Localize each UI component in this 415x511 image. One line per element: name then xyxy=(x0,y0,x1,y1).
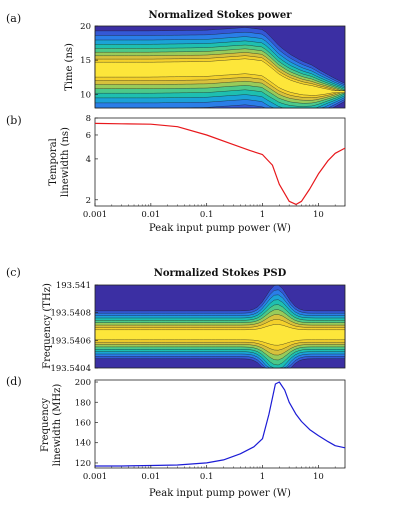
ylabel-line: Frequency xyxy=(40,398,51,452)
x-tick-label: 0.001 xyxy=(83,210,107,220)
panel-c: (c) Normalized Stokes PSD 193.5404193.54… xyxy=(6,266,346,374)
ylabel-line: Temporal xyxy=(48,138,59,186)
y-tick-label: 20 xyxy=(80,22,91,32)
panel-a-ylabel: Time (ns) xyxy=(64,43,75,91)
y-tick-label: 120 xyxy=(75,459,91,469)
panel-b-axes: 0.001 0.01 0.1 1 10 2 4 6 8 xyxy=(83,114,346,220)
x-tick-label: 0.1 xyxy=(200,472,214,482)
y-tick-label: 6 xyxy=(86,131,91,141)
y-tick-label: 193.5408 xyxy=(50,309,91,319)
y-tick-label: 200 xyxy=(75,378,91,388)
panel-b-label: (b) xyxy=(6,114,22,127)
y-tick-label: 4 xyxy=(86,155,91,165)
panel-b: (b) 0.001 0.01 0.1 1 10 2 4 6 8 Peak input pump … xyxy=(6,114,346,234)
y-tick-label: 193.5406 xyxy=(50,336,91,346)
y-tick-label: 15 xyxy=(80,56,91,66)
x-tick-label: 0.01 xyxy=(141,210,160,220)
y-tick-label: 160 xyxy=(75,418,91,428)
panel-d-xlabel: Peak input pump power (W) xyxy=(149,488,291,499)
series-line xyxy=(94,122,346,205)
panel-d-plot xyxy=(95,381,346,467)
panel-c-frame xyxy=(94,284,346,369)
y-tick-label: 8 xyxy=(86,114,91,124)
panel-c-ylabel: Frequency (THz) xyxy=(42,283,53,369)
ylabel-line: linewidth (MHz) xyxy=(52,384,63,467)
y-tick-label: 10 xyxy=(80,90,91,100)
panel-d-ylabel: Frequencylinewidth (MHz) xyxy=(40,384,63,467)
panel-b-plot xyxy=(94,122,346,205)
x-tick-label: 1 xyxy=(260,210,265,220)
y-tick-label: 180 xyxy=(75,398,91,408)
panel-c-heatmap xyxy=(94,284,346,369)
x-tick-label: 1 xyxy=(260,472,265,482)
y-tick-label: 140 xyxy=(75,439,91,449)
panel-b-xlabel: Peak input pump power (W) xyxy=(149,223,291,234)
x-tick-label: 10 xyxy=(313,472,324,482)
panel-b-frame xyxy=(94,117,346,207)
ylabel-line: linewidth (ns) xyxy=(60,127,71,197)
panel-a-title: Normalized Stokes power xyxy=(148,10,292,21)
panel-d-frame xyxy=(94,379,346,469)
panel-b-ylabel: Temporallinewidth (ns) xyxy=(48,127,71,197)
panel-a-label: (a) xyxy=(6,12,21,25)
y-tick-label: 2 xyxy=(86,196,91,206)
panel-d: (d) 0.001 0.01 0.1 1 10 120 140 160 180 200 Peak … xyxy=(6,375,346,499)
x-tick-label: 0.1 xyxy=(200,210,214,220)
panel-d-label: (d) xyxy=(6,375,22,388)
y-tick-label: 193.541 xyxy=(56,281,91,291)
x-tick-label: 0.01 xyxy=(141,472,160,482)
panel-c-label: (c) xyxy=(6,266,21,279)
x-tick-label: 10 xyxy=(313,210,324,220)
panel-a: (a) Normalized Stokes power 10 15 20 Time … xyxy=(6,10,346,109)
panel-c-title: Normalized Stokes PSD xyxy=(154,268,287,279)
panel-a-axes: 10 15 20 xyxy=(80,22,98,100)
panel-d-axes: 0.001 0.01 0.1 1 10 120 140 160 180 200 xyxy=(75,378,346,482)
y-tick-label: 193.5404 xyxy=(50,364,91,374)
panel-c-axes: 193.5404 193.5406 193.5408 193.541 xyxy=(50,281,98,374)
panel-a-frame xyxy=(94,25,346,109)
panel-a-heatmap xyxy=(94,26,346,109)
x-tick-label: 0.001 xyxy=(83,472,107,482)
series-line xyxy=(95,381,346,467)
